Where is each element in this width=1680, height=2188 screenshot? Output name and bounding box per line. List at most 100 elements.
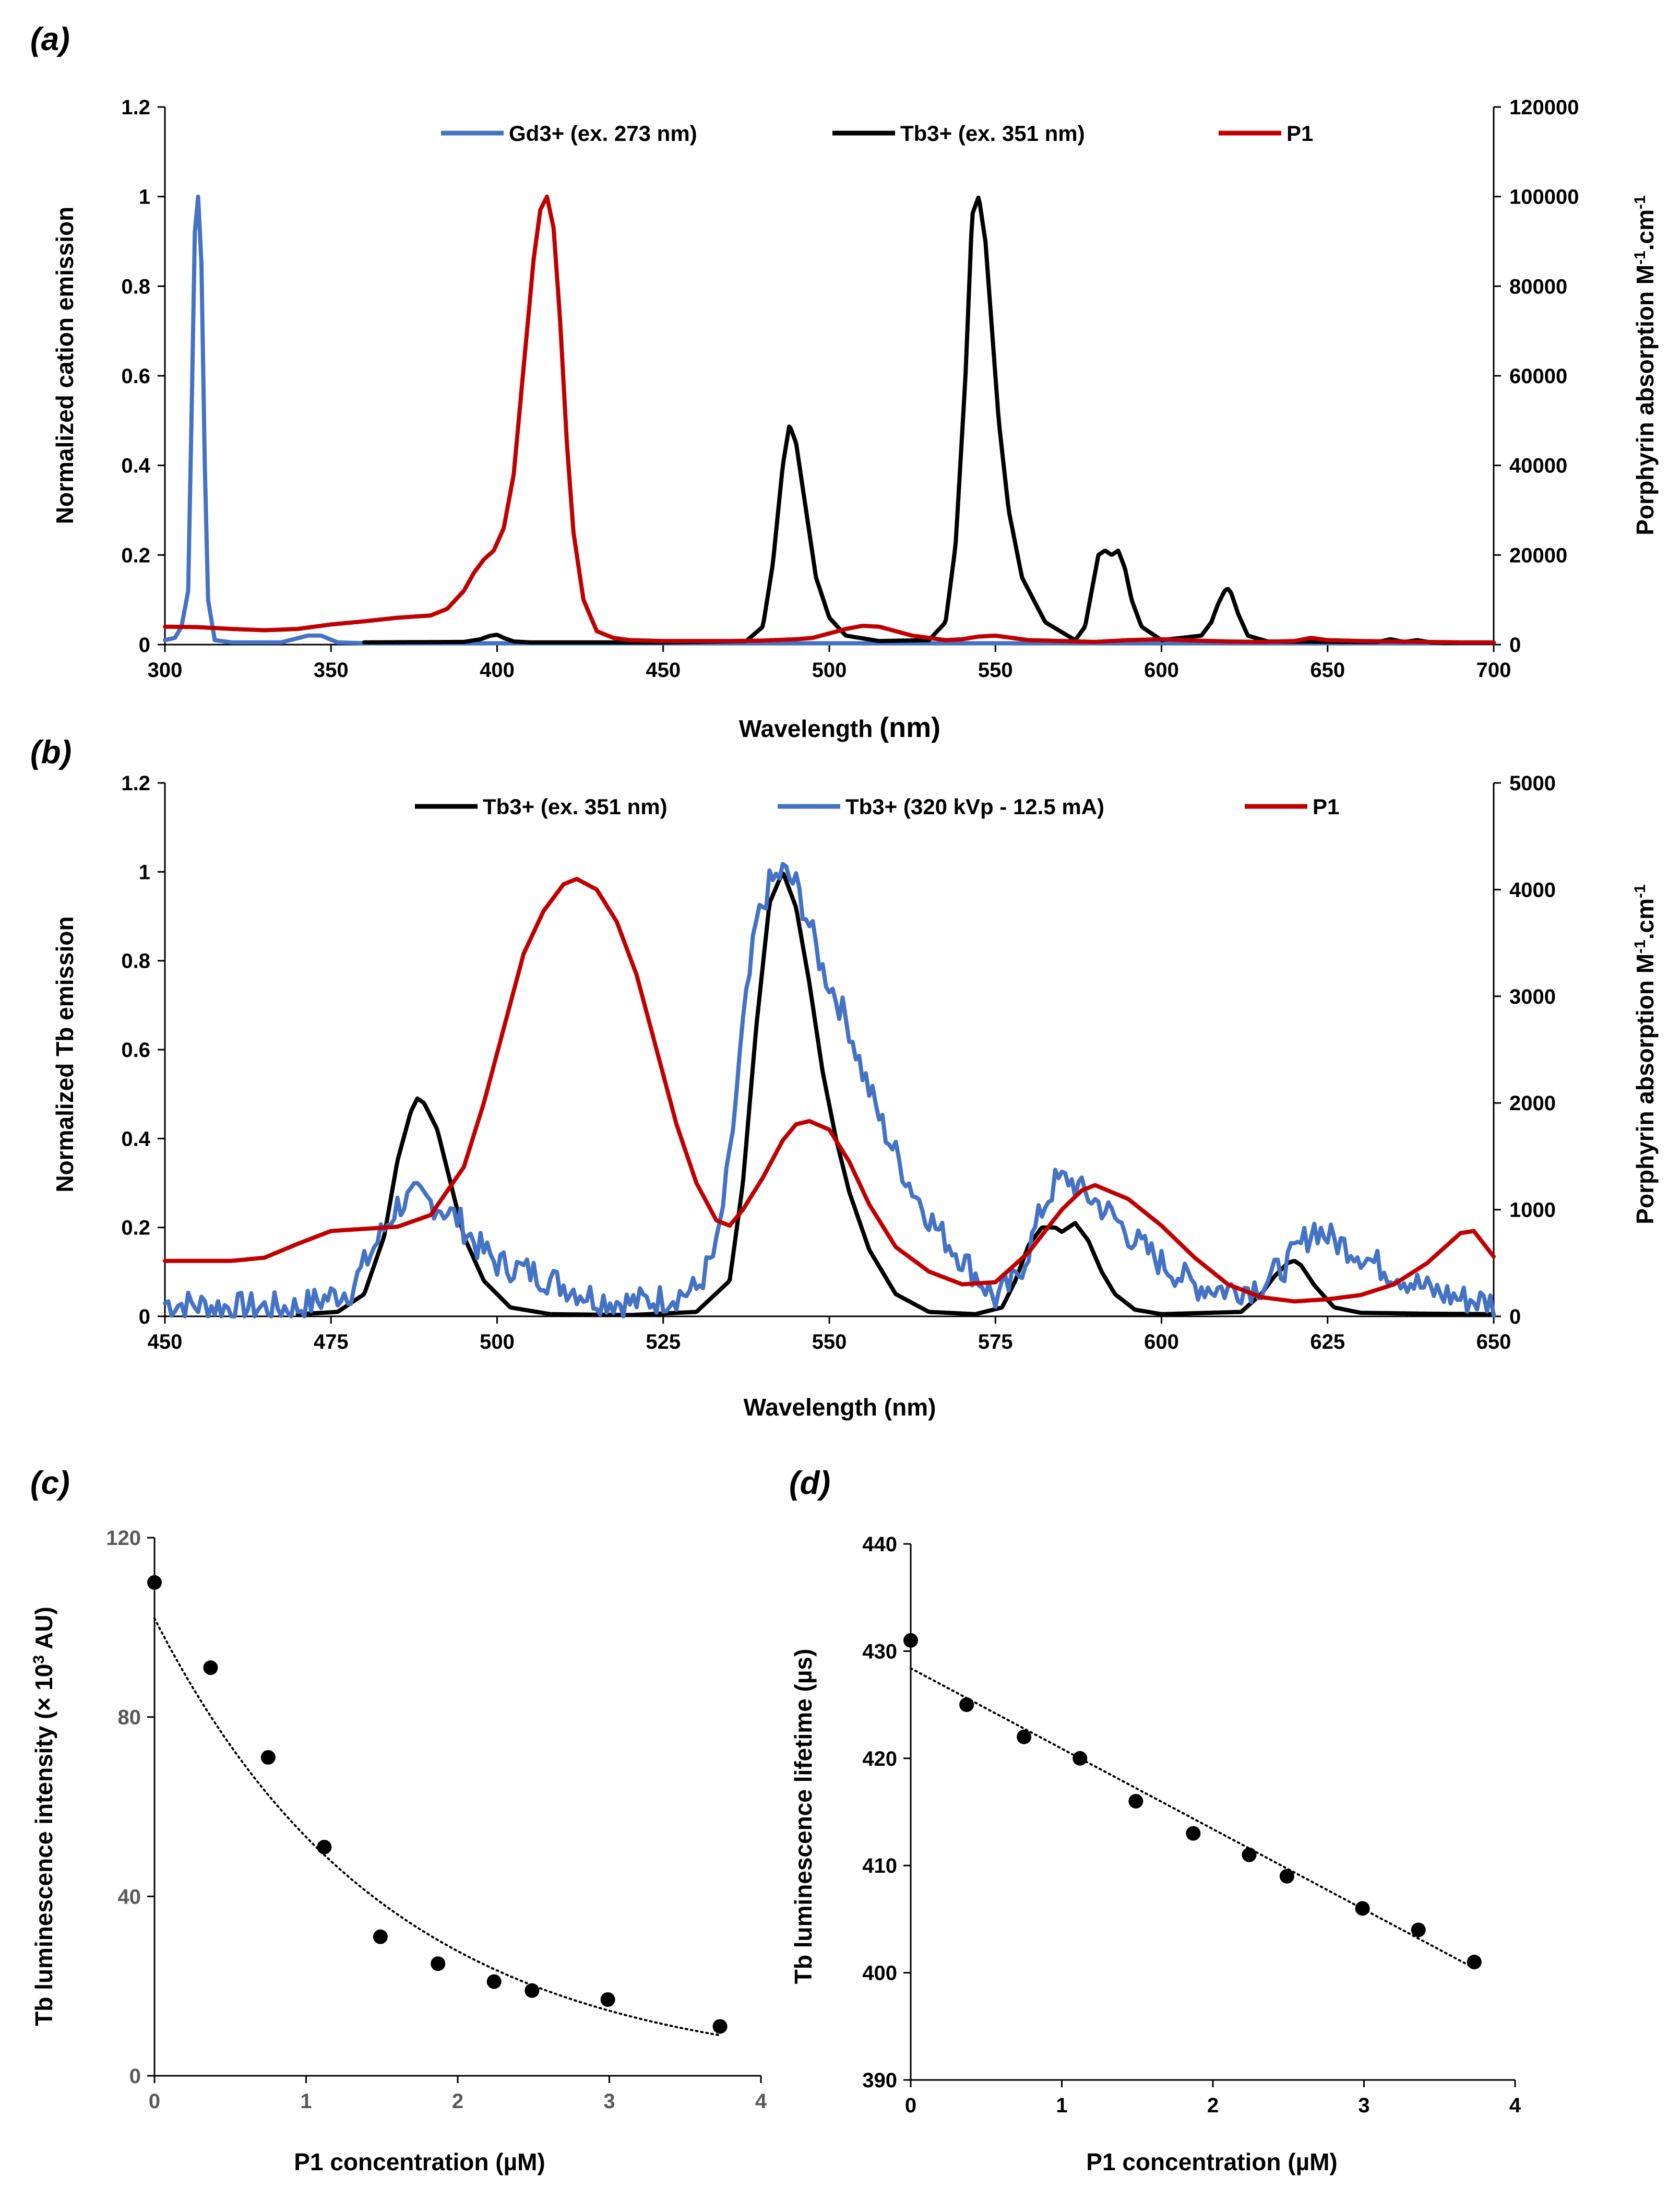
a-y-tick-label: 1.2 [121,96,150,119]
legend-label-tb: Tb3+ (ex. 351 nm) [900,121,1085,146]
b-y-tick-label: 0.4 [121,1127,150,1150]
a-x-tick-label: 300 [148,659,183,682]
panel-b-y2-title-sup1: -1 [1631,940,1649,954]
c-data-point [712,2019,728,2034]
b-x-tick-label: 650 [1476,1330,1511,1353]
panel-a-x-title: Wavelength (nm) [739,712,940,743]
panel-c-trendline [153,1617,721,2037]
d-x-tick-label: 1 [1056,2094,1067,2117]
panel-a-legend: Gd3+ (ex. 273 nm) Tb3+ (ex. 351 nm) P1 [441,121,1313,146]
a-x-tick-label: 600 [1144,659,1179,682]
c-data-point [600,1992,615,2007]
b-series-tb3-320-kvp-12-5-ma [163,862,1496,1318]
d-data-point [1355,1901,1370,1916]
d-x-tick-label: 2 [1207,2094,1219,2117]
d-y-tick-label: 400 [862,1962,897,1985]
a-y-tick-label: 0 [139,634,150,657]
panel-b-y-title: Normalized Tb emission [51,916,78,1192]
panel-c-y-title-main: Tb luminescence intensity (× 10 [30,1664,57,2026]
panel-b-y2-title-sup2: -1 [1631,884,1649,898]
panel-b-label: (b) [30,734,72,770]
a-y2-tick-label: 80000 [1509,275,1567,298]
panel-b-series [163,862,1496,1318]
a-series-p1 [163,194,1496,645]
b-series-tb3-ex-351-nm [295,871,1496,1317]
c-data-point [203,1660,218,1675]
d-data-point [1242,1847,1257,1862]
panel-b-y-ticks: 0 0.2 0.4 0.6 0.8 1 1.2 [121,772,150,1328]
panel-a-x-ticks: 300 350 400 450 500 550 600 650 700 [148,659,1511,682]
panel-d-trendline [910,1667,1475,1969]
d-y-tick-label: 440 [862,1533,897,1556]
d-data-point [1186,1826,1201,1841]
a-y2-tick-label: 120000 [1509,96,1579,119]
c-x-tick-label: 1 [300,2090,312,2113]
c-data-point [486,1974,502,1989]
c-data-point [525,1983,540,1998]
b-y2-tick-label: 2000 [1509,1092,1556,1115]
c-x-tick-label: 0 [149,2090,160,2113]
a-y2-tick-label: 40000 [1509,455,1567,478]
a-y-tick-label: 0.2 [121,544,150,567]
a-y2-tick-label: 0 [1509,634,1521,657]
panel-b: (b) 0 0.2 0.4 0.6 0.8 1 1.2 0 1000 2000 3000 4000 5… [30,734,1659,1421]
panel-a: (a) 0 0.2 0.4 0.6 0.8 1 1.2 0 20000 40000 60000 80… [30,21,1659,743]
d-data-point [903,1633,918,1648]
panel-c-x-ticks: 0 1 2 3 4 [149,2090,767,2113]
b-y-tick-label: 1.2 [121,772,150,795]
c-y-tick-label: 120 [106,1527,141,1550]
d-data-point [1467,1955,1482,1970]
c-x-tick-label: 4 [755,2090,767,2113]
panel-d-label: (d) [789,1465,830,1501]
d-data-point [1279,1869,1294,1884]
a-x-tick-label: 650 [1310,659,1345,682]
panel-c-y-title-sup: 3 [30,1655,47,1664]
a-x-tick-label: 450 [646,659,681,682]
panel-b-y2-title: Porphyrin absorption M-1.cm-1 [1631,884,1659,1224]
b-y-tick-label: 0.6 [121,1039,150,1062]
c-x-tick-label: 3 [603,2090,615,2113]
c-y-tick-label: 40 [118,1885,141,1908]
panel-a-x-title-unit: (nm) [879,712,940,743]
b-y-tick-label: 0.2 [121,1217,150,1240]
d-data-point [959,1697,974,1713]
panel-b-y2-title-main: Porphyrin absorption M [1631,954,1659,1224]
d-x-tick-label: 4 [1509,2094,1521,2117]
a-series-gd3-ex-273-nm [163,194,1496,646]
panel-b-y2-ticks: 0 1000 2000 3000 4000 5000 [1509,772,1556,1328]
d-y-tick-label: 410 [862,1854,897,1877]
a-x-tick-label: 550 [978,659,1013,682]
b-x-tick-label: 550 [812,1330,847,1353]
d-y-tick-label: 390 [862,2069,897,2092]
legend-b-label-tb: Tb3+ (ex. 351 nm) [483,794,668,819]
panel-c: (c) 0 40 80 120 0 1 2 3 4 P1 concentration (µM)… [30,1465,767,2175]
b-y-tick-label: 0 [139,1305,150,1328]
a-series-tb3-ex-351-nm [362,195,1496,645]
panel-a-axes [158,106,1501,652]
panel-a-y-ticks: 0 0.2 0.4 0.6 0.8 1 1.2 [121,96,150,657]
legend-label-p1: P1 [1286,121,1313,146]
legend-label-gd: Gd3+ (ex. 273 nm) [509,121,697,146]
panel-a-x-title-main: Wavelength [739,715,873,742]
b-x-tick-label: 625 [1310,1330,1345,1353]
c-data-point [431,1956,446,1971]
b-y-tick-label: 1 [139,861,150,884]
b-y2-tick-label: 0 [1509,1305,1521,1328]
b-y2-tick-label: 4000 [1509,878,1556,901]
d-data-point [1017,1729,1032,1744]
panel-b-y2-title-mid: .cm [1631,898,1659,940]
c-y-tick-label: 0 [129,2065,141,2088]
a-y2-tick-label: 100000 [1509,186,1579,209]
b-x-tick-label: 450 [148,1330,183,1353]
panel-a-y2-title-mid: .cm [1631,209,1659,251]
d-trendline-path [910,1667,1475,1969]
c-x-tick-label: 2 [452,2090,463,2113]
panel-a-y-title: Normalized cation emission [51,207,78,524]
d-y-tick-label: 420 [862,1747,897,1770]
panel-b-x-ticks: 450 475 500 525 550 575 600 625 650 [148,1330,1511,1353]
panel-a-y2-title-sup1: -1 [1631,251,1649,265]
panel-d-points [903,1633,1482,1970]
b-x-tick-label: 500 [480,1330,515,1353]
c-data-point [317,1839,332,1854]
